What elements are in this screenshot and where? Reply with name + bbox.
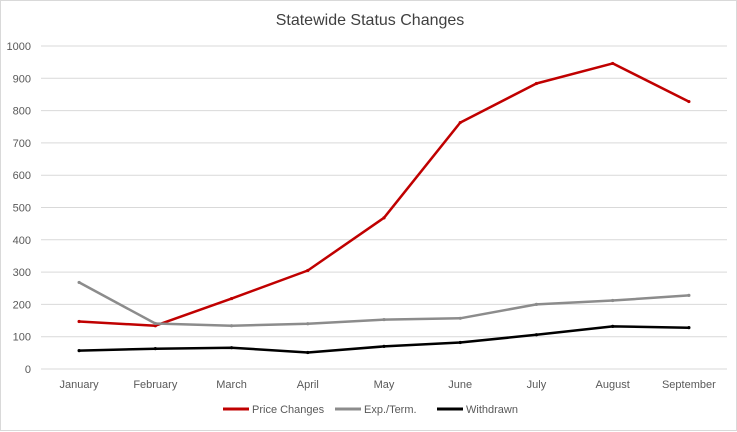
legend: Price Changes Exp./Term. Withdrawn (223, 404, 518, 416)
legend-label: Withdrawn (466, 404, 518, 416)
x-tick-label: April (297, 379, 319, 391)
x-tick-label: June (448, 379, 472, 391)
data-point (458, 316, 462, 320)
y-tick-label: 100 (13, 332, 31, 344)
data-point (77, 280, 81, 285)
series-line-1 (77, 62, 691, 327)
data-point (382, 344, 386, 348)
y-tick-label: 400 (13, 235, 31, 247)
data-point (229, 346, 234, 350)
data-point (611, 324, 615, 328)
y-axis-ticks: 0 100 200 300 400 500 600 700 800 900 1000 (7, 41, 31, 376)
x-axis-ticks: January February March April May June July Augu… (60, 379, 717, 391)
data-point (458, 120, 462, 125)
data-point (534, 302, 539, 306)
data-point (229, 324, 234, 328)
data-point (382, 317, 386, 322)
y-tick-label: 600 (13, 170, 31, 182)
y-tick-label: 700 (13, 138, 31, 150)
y-tick-label: 300 (13, 267, 31, 279)
data-point (687, 99, 691, 104)
data-point (153, 347, 157, 351)
data-point (306, 268, 310, 273)
x-tick-label: July (527, 379, 547, 391)
data-point (229, 296, 234, 301)
x-tick-label: May (374, 379, 395, 391)
data-point (382, 216, 386, 220)
series-line-3 (77, 325, 691, 354)
data-point (611, 61, 615, 66)
x-tick-label: March (216, 379, 247, 391)
legend-label: Price Changes (252, 404, 325, 416)
gridlines (41, 45, 727, 370)
data-point (687, 293, 691, 297)
x-tick-label: January (60, 379, 100, 391)
data-point (534, 81, 539, 86)
y-tick-label: 800 (13, 106, 31, 118)
chart-title: Statewide Status Changes (276, 12, 465, 29)
data-point (77, 319, 81, 324)
data-point (534, 333, 539, 337)
legend-label: Exp./Term. (364, 404, 417, 416)
x-tick-label: August (596, 379, 630, 391)
data-point (458, 340, 462, 345)
data-point (611, 298, 615, 303)
data-point (306, 350, 310, 355)
y-tick-label: 1000 (7, 41, 31, 53)
data-point (306, 322, 310, 326)
data-point (153, 324, 157, 328)
series-lines (77, 61, 691, 355)
y-tick-label: 0 (25, 364, 31, 376)
data-point (153, 321, 157, 326)
data-point (687, 326, 691, 330)
y-tick-label: 200 (13, 299, 31, 311)
y-tick-label: 900 (13, 73, 31, 85)
x-tick-label: September (662, 379, 716, 391)
x-tick-label: February (133, 379, 178, 391)
data-point (77, 348, 81, 353)
y-tick-label: 500 (13, 203, 31, 215)
